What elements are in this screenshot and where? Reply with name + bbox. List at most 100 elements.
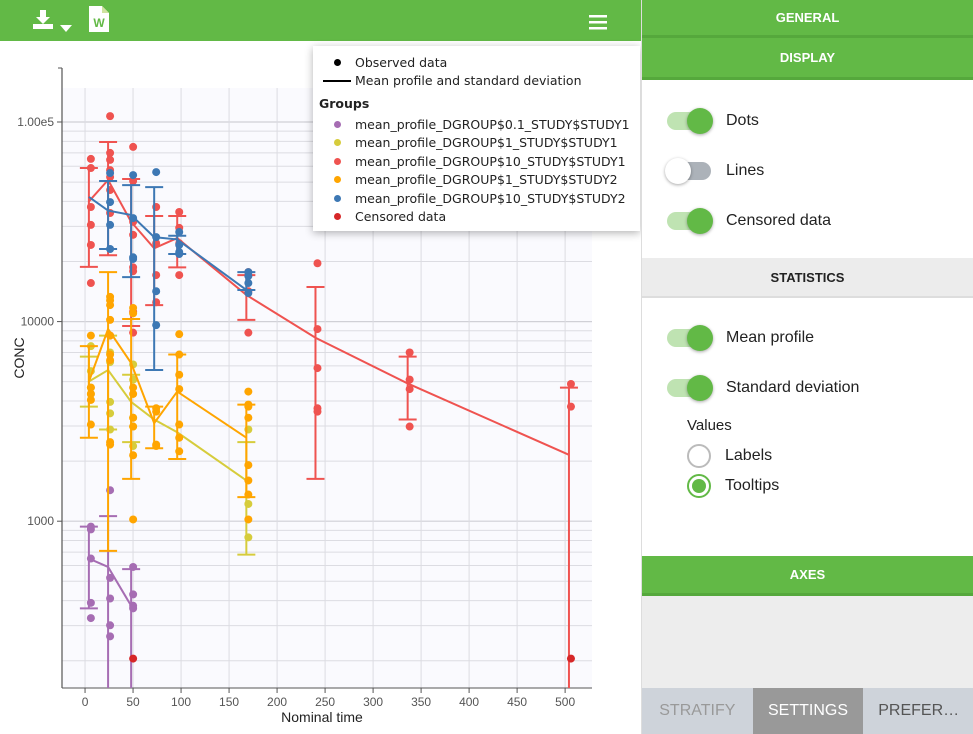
legend-label: mean_profile_DGROUP$10_STUDY$STUDY1 <box>355 153 626 169</box>
tab-settings[interactable]: SETTINGS <box>752 688 864 734</box>
data-point <box>244 461 253 470</box>
data-point <box>86 389 95 398</box>
word-export-icon[interactable]: W <box>89 6 109 37</box>
legend-label: Observed data <box>355 54 448 70</box>
toggle-switch[interactable] <box>665 158 711 184</box>
x-tick-label: 350 <box>411 695 431 709</box>
data-point <box>129 515 138 524</box>
data-point <box>129 413 138 422</box>
x-tick-label: 150 <box>219 695 239 709</box>
mean-profile-line <box>88 368 247 482</box>
x-tick-label: 50 <box>126 695 140 709</box>
data-point <box>129 389 138 398</box>
dot-icon <box>333 139 341 147</box>
censored-point <box>566 654 575 663</box>
toggle-switch[interactable] <box>667 325 713 351</box>
x-tick-label: 300 <box>363 695 383 709</box>
data-point <box>175 370 184 379</box>
data-point <box>175 240 184 249</box>
data-point <box>152 287 161 296</box>
y-axis-title: CONC <box>11 337 27 378</box>
section-general[interactable]: GENERAL <box>642 0 973 38</box>
data-point <box>86 598 95 607</box>
data-point <box>106 220 115 229</box>
toggle-switch[interactable] <box>667 208 713 234</box>
tab-prefer[interactable]: PREFER… <box>878 702 960 719</box>
toggle-switch[interactable] <box>667 108 713 134</box>
data-point <box>175 420 184 429</box>
toggle-row: Censored data <box>642 196 973 246</box>
section-axes[interactable]: AXES <box>642 556 973 596</box>
data-point <box>152 168 161 177</box>
data-point <box>313 259 322 268</box>
data-point <box>86 203 95 212</box>
dot-icon <box>333 194 341 202</box>
data-point <box>86 154 95 163</box>
legend-group[interactable]: mean_profile_DGROUP$1_STUDY$STUDY1 <box>319 134 640 153</box>
radio-label: Labels <box>725 447 773 464</box>
data-point <box>175 447 184 456</box>
data-point <box>566 379 575 388</box>
data-point <box>244 490 253 499</box>
data-point <box>106 301 115 310</box>
data-point <box>106 573 115 582</box>
data-point <box>175 250 184 259</box>
data-point <box>106 315 115 324</box>
data-point <box>175 385 184 394</box>
data-point <box>129 214 138 223</box>
radio-button[interactable] <box>687 444 711 468</box>
y-tick-label: 1000 <box>27 514 54 528</box>
legend-group[interactable]: mean_profile_DGROUP$10_STUDY$STUDY2 <box>319 189 640 208</box>
x-axis-title: Nominal time <box>281 709 363 725</box>
dot-icon <box>333 120 341 128</box>
data-point <box>175 330 184 339</box>
radio-label: Tooltips <box>725 477 780 494</box>
data-point <box>313 325 322 334</box>
data-point <box>175 350 184 359</box>
data-point <box>244 328 253 337</box>
legend-label: Censored data <box>355 209 447 225</box>
legend-censored[interactable]: Censored data <box>319 208 640 227</box>
section-display[interactable]: DISPLAY <box>642 38 973 80</box>
data-point <box>129 171 138 180</box>
data-point <box>86 420 95 429</box>
data-point <box>244 279 253 288</box>
radio-option: Tooltips <box>642 471 973 501</box>
legend-group[interactable]: mean_profile_DGROUP$10_STUDY$STUDY1 <box>319 152 640 171</box>
download-icon[interactable] <box>32 8 54 35</box>
hamburger-menu-icon[interactable] <box>589 11 607 35</box>
data-point <box>129 451 138 460</box>
legend-group[interactable]: mean_profile_DGROUP$1_STUDY$STUDY2 <box>319 171 640 190</box>
bottom-tabs: STRATIFY SETTINGS PREFER… <box>642 688 973 734</box>
data-point <box>106 350 115 359</box>
data-point <box>175 228 184 237</box>
data-point <box>86 614 95 623</box>
data-point <box>129 142 138 151</box>
legend-group[interactable]: mean_profile_DGROUP$0.1_STUDY$STUDY1 <box>319 115 640 134</box>
data-point <box>86 279 95 288</box>
display-body: Dots Lines Censored data <box>642 80 973 258</box>
mean-profile-line <box>88 557 132 607</box>
x-tick-label: 450 <box>507 695 527 709</box>
data-point <box>106 440 115 449</box>
radio-button[interactable] <box>687 474 711 498</box>
tab-stratify[interactable]: STRATIFY <box>659 702 736 719</box>
toggle-row: Mean profile <box>642 313 973 363</box>
legend-label: mean_profile_DGROUP$10_STUDY$STUDY2 <box>355 190 626 206</box>
toggle-label: Dots <box>726 112 759 129</box>
section-statistics[interactable]: STATISTICS <box>642 258 973 298</box>
caret-down-icon[interactable] <box>60 14 72 38</box>
chart-legend: Observed data Mean profile and standard … <box>313 46 640 231</box>
legend-label: Mean profile and standard deviation <box>355 73 582 89</box>
data-point <box>129 383 138 392</box>
toggle-row: Dots <box>642 96 973 146</box>
data-point <box>129 590 138 599</box>
data-point <box>244 515 253 524</box>
dot-icon <box>333 176 341 184</box>
data-point <box>405 385 414 394</box>
data-point <box>152 233 161 242</box>
svg-text:W: W <box>93 16 105 30</box>
toggle-switch[interactable] <box>667 375 713 401</box>
statistics-body: Mean profile Standard deviation Values La… <box>642 298 973 556</box>
data-point <box>244 533 253 542</box>
